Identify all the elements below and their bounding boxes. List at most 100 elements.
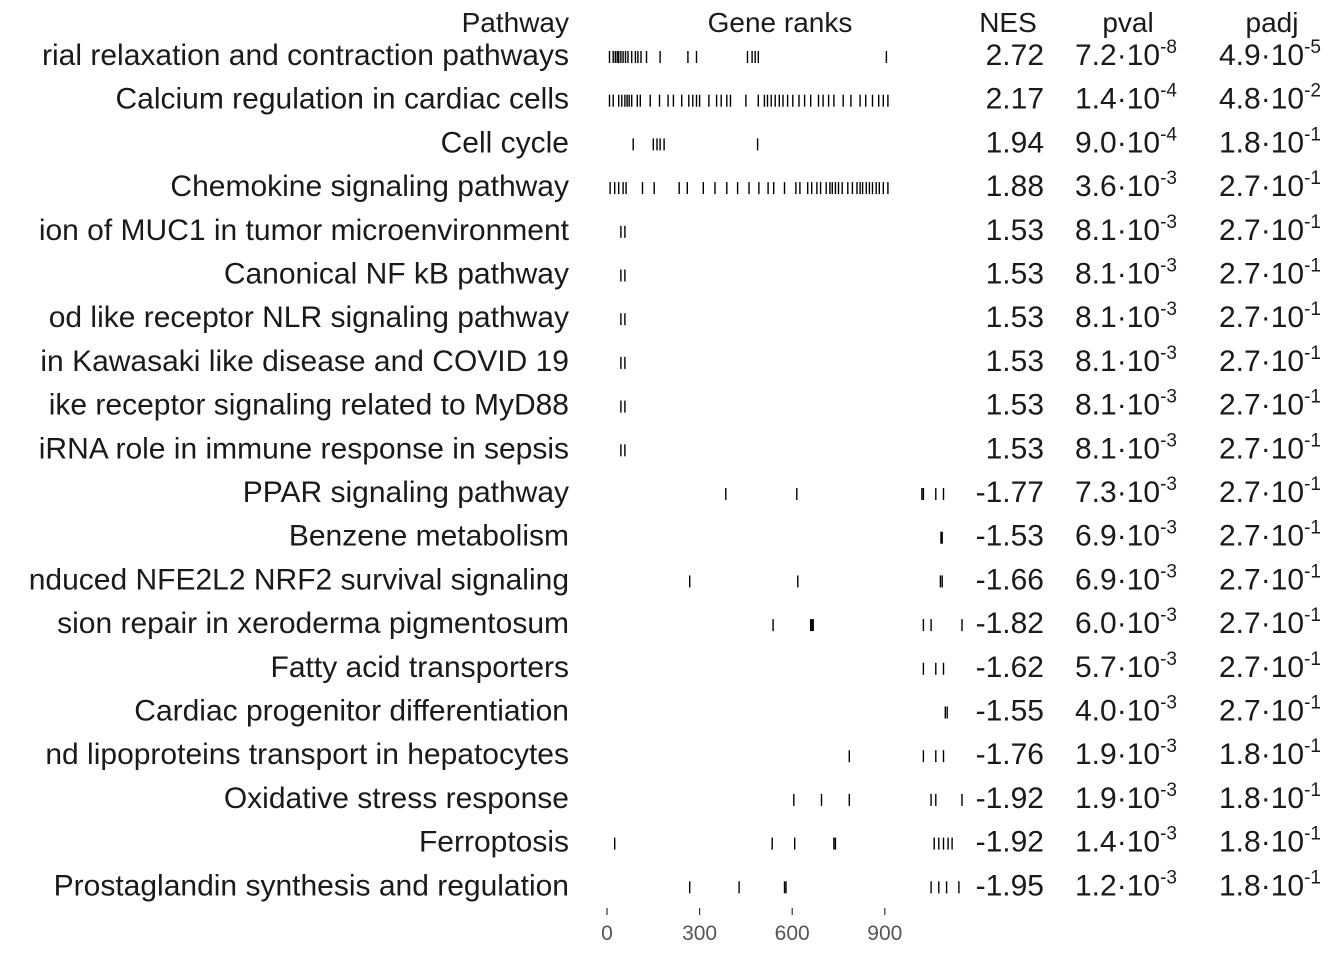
pval-value-mantissa: 8.1·10: [1075, 389, 1160, 422]
padj-value: 1.8·10-1: [1219, 124, 1321, 159]
pathway-label: Chemokine signaling pathway: [170, 170, 569, 203]
padj-value-exponent: -1: [1304, 736, 1321, 757]
padj-value-exponent: -1: [1304, 693, 1321, 714]
pval-value-exponent: -3: [1160, 474, 1177, 495]
pval-value-mantissa: 8.1·10: [1075, 345, 1160, 378]
padj-value-mantissa: 1.8·10: [1219, 126, 1304, 159]
pval-value-mantissa: 7.3·10: [1075, 476, 1160, 509]
pathway-row: ion of MUC1 in tumor microenvironment 1.5…: [39, 212, 1321, 247]
nes-value: 1.53: [986, 389, 1044, 422]
pval-value-exponent: -3: [1160, 168, 1177, 189]
padj-value-exponent: -2: [1304, 81, 1321, 102]
pval-value-exponent: -3: [1160, 299, 1177, 320]
nes-value: 2.17: [986, 83, 1044, 116]
padj-value: 2.7·10-1: [1219, 168, 1321, 203]
nes-value: 1.53: [986, 258, 1044, 291]
padj-value-exponent: -1: [1304, 867, 1321, 888]
padj-value-exponent: -1: [1304, 474, 1321, 495]
padj-value-exponent: -1: [1304, 256, 1321, 277]
pval-value-mantissa: 6.9·10: [1075, 520, 1160, 553]
gene-rank-axis: 0 300 600 900: [601, 908, 902, 945]
pathway-label: od like receptor NLR signaling pathway: [49, 301, 569, 334]
padj-value-mantissa: 2.7·10: [1219, 258, 1304, 291]
nes-value: -1.62: [976, 651, 1044, 684]
gene-rank-barcode: [609, 182, 889, 195]
padj-value-mantissa: 4.8·10: [1219, 83, 1304, 116]
axis-tick-label: 900: [867, 922, 902, 945]
pathway-label: Fatty acid transporters: [271, 651, 569, 684]
padj-value: 2.7·10-1: [1219, 387, 1321, 422]
padj-value-exponent: -1: [1304, 430, 1321, 451]
pathway-row: ike receptor signaling related to MyD88 1…: [49, 387, 1321, 422]
pathway-row: nd lipoproteins transport in hepatocytes…: [45, 736, 1321, 771]
padj-value-exponent: -5: [1304, 37, 1321, 58]
pathway-label: Canonical NF kB pathway: [224, 258, 569, 291]
gene-rank-barcode: [848, 750, 945, 763]
pathway-label: Cardiac progenitor differentiation: [134, 695, 569, 728]
gene-rank-barcode: [772, 619, 963, 632]
padj-value: 2.7·10-1: [1219, 693, 1321, 728]
nes-value: 1.53: [986, 432, 1044, 465]
pathway-row: sion repair in xeroderma pigmentosum -1.8…: [57, 605, 1321, 640]
pathway-row: Oxidative stress response -1.92 1.9·10-3 1.…: [224, 780, 1321, 815]
pathway-label: PPAR signaling pathway: [243, 476, 569, 509]
pval-value-mantissa: 8.1·10: [1075, 301, 1160, 334]
padj-value-exponent: -1: [1304, 299, 1321, 320]
axis-tick-label: 0: [601, 922, 613, 945]
gene-rank-barcode: [689, 575, 943, 588]
pval-value: 8.1·10-3: [1075, 387, 1177, 422]
padj-value-mantissa: 1.8·10: [1219, 738, 1304, 771]
nes-value: -1.95: [976, 869, 1044, 902]
padj-value-exponent: -1: [1304, 387, 1321, 408]
padj-value-mantissa: 2.7·10: [1219, 432, 1304, 465]
pval-value-mantissa: 7.2·10: [1075, 39, 1160, 72]
pathway-label: ike receptor signaling related to MyD88: [49, 389, 569, 422]
padj-value-mantissa: 1.8·10: [1219, 869, 1304, 902]
nes-value: -1.53: [976, 520, 1044, 553]
padj-value: 2.7·10-1: [1219, 430, 1321, 465]
nes-value: 1.88: [986, 170, 1044, 203]
pathway-row: in Kawasaki like disease and COVID 19 1.5…: [40, 343, 1321, 378]
padj-value-exponent: -1: [1304, 561, 1321, 582]
gene-rank-barcode: [620, 444, 626, 457]
pval-value: 1.9·10-3: [1075, 736, 1177, 771]
pval-value: 1.4·10-3: [1075, 824, 1177, 859]
gene-rank-barcode: [793, 793, 963, 806]
header-nes: NES: [979, 7, 1037, 38]
pval-value-exponent: -3: [1160, 518, 1177, 539]
pathway-label: Benzene metabolism: [289, 520, 569, 553]
pval-value-exponent: -4: [1160, 81, 1177, 102]
gene-rank-barcode: [632, 138, 759, 151]
pval-value: 4.0·10-3: [1075, 693, 1177, 728]
padj-value-exponent: -1: [1304, 824, 1321, 845]
pathway-row: Canonical NF kB pathway 1.53 8.1·10-3 2.7·1…: [224, 256, 1321, 291]
pval-value: 8.1·10-3: [1075, 299, 1177, 334]
pval-value: 6.9·10-3: [1075, 518, 1177, 553]
pval-value: 8.1·10-3: [1075, 256, 1177, 291]
padj-value-mantissa: 2.7·10: [1219, 695, 1304, 728]
gene-rank-barcode: [620, 269, 626, 282]
nes-value: 1.53: [986, 345, 1044, 378]
padj-value-mantissa: 1.8·10: [1219, 782, 1304, 815]
gene-rank-barcode: [725, 488, 945, 500]
pathway-row: rial relaxation and contraction pathways…: [42, 37, 1321, 72]
pval-value: 6.9·10-3: [1075, 561, 1177, 596]
pathway-row: Prostaglandin synthesis and regulation -1…: [54, 867, 1321, 902]
nes-value: 2.72: [986, 39, 1044, 72]
nes-value: -1.92: [976, 782, 1044, 815]
pval-value-exponent: -3: [1160, 867, 1177, 888]
pathway-row: Chemokine signaling pathway 1.88 3.6·10-3 2…: [170, 168, 1321, 203]
pval-value: 7.3·10-3: [1075, 474, 1177, 509]
padj-value-mantissa: 2.7·10: [1219, 214, 1304, 247]
pval-value: 3.6·10-3: [1075, 168, 1177, 203]
padj-value-exponent: -1: [1304, 649, 1321, 670]
pval-value: 9.0·10-4: [1075, 124, 1177, 159]
padj-value-exponent: -1: [1304, 605, 1321, 626]
pval-value-exponent: -4: [1160, 124, 1177, 145]
padj-value: 2.7·10-1: [1219, 561, 1321, 596]
padj-value-exponent: -1: [1304, 518, 1321, 539]
pathway-label: ion of MUC1 in tumor microenvironment: [39, 214, 570, 247]
nes-value: -1.82: [976, 607, 1044, 640]
pathway-label: Ferroptosis: [419, 826, 569, 859]
